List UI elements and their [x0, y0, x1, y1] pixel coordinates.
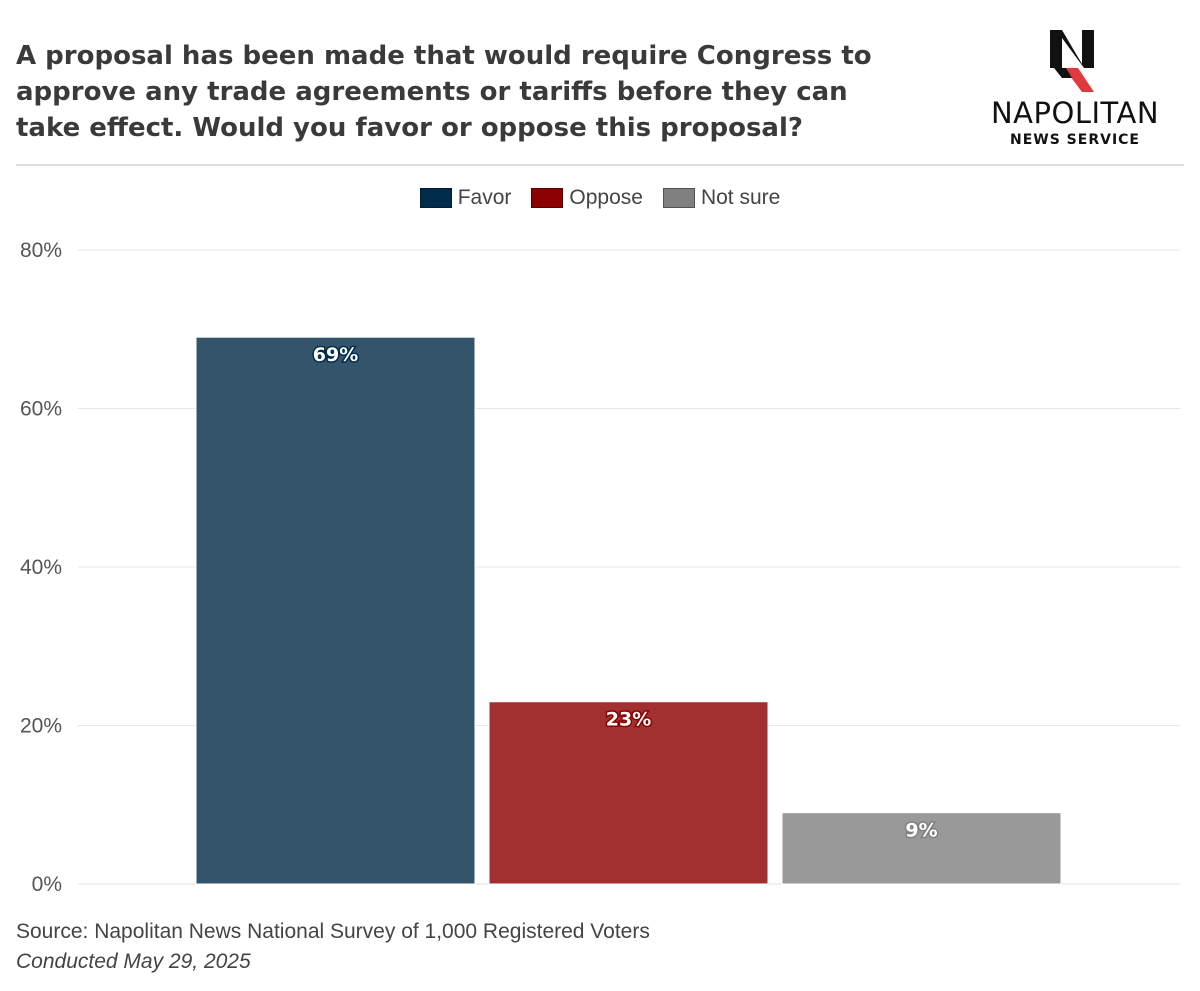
header-divider [16, 164, 1184, 166]
legend-label-favor: Favor [457, 186, 512, 209]
chart-legend: Favor Oppose Not sure [0, 186, 1200, 210]
data-label: 9% [905, 820, 937, 842]
legend-swatch-oppose [531, 188, 564, 208]
bar-favor [195, 336, 476, 885]
data-label: 69% [313, 344, 358, 366]
data-label: 23% [606, 709, 651, 731]
legend-item-favor: Favor [419, 186, 512, 210]
legend-item-oppose: Oppose [531, 186, 643, 210]
source-note: Source: Napolitan News National Survey o… [16, 920, 650, 943]
legend-item-not-sure: Not sure [662, 186, 781, 210]
logo-subtitle: NEWS SERVICE [1010, 132, 1140, 148]
legend-swatch-favor [419, 188, 452, 208]
legend-label-oppose: Oppose [569, 186, 643, 209]
y-tick-label: 60% [20, 398, 62, 421]
y-tick-label: 0% [32, 873, 62, 896]
bar-not-sure [781, 812, 1062, 885]
napolitan-n-logo-icon [1050, 30, 1094, 92]
survey-date: Conducted May 29, 2025 [16, 950, 251, 973]
y-tick-label: 40% [20, 556, 62, 579]
bar-oppose [488, 701, 769, 885]
logo-wordmark: NAPOLITAN [990, 96, 1160, 130]
legend-swatch-not-sure [662, 188, 695, 208]
napolitan-logo: NAPOLITAN NEWS SERVICE [970, 24, 1180, 154]
legend-label-not-sure: Not sure [700, 186, 781, 209]
chart-title: A proposal has been made that would requ… [16, 41, 872, 143]
y-tick-label: 20% [20, 715, 62, 738]
y-tick-label: 80% [20, 239, 62, 262]
